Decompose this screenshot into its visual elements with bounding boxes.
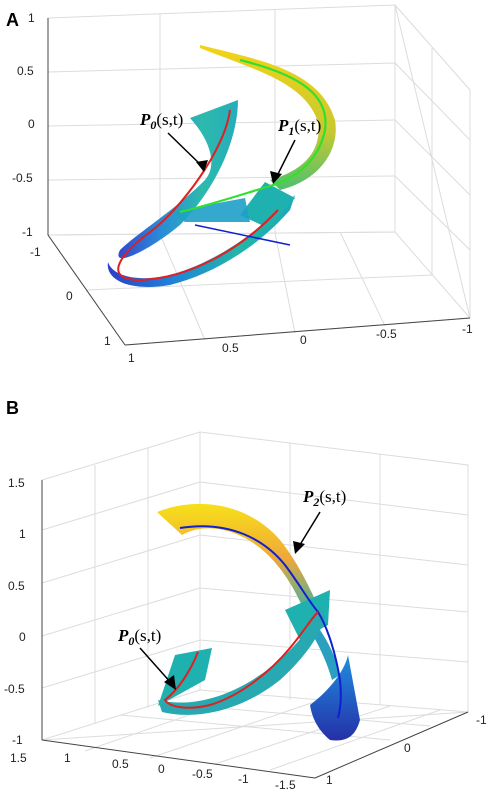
surface-mid-flap xyxy=(170,198,250,222)
panel-b: B xyxy=(4,398,487,792)
panel-a-surfaces xyxy=(107,45,336,288)
z-tick: -0.5 xyxy=(12,171,33,185)
y-tick: -1 xyxy=(30,245,41,259)
panel-a: A 1 0.5 xyxy=(6,4,473,365)
curve-p1 xyxy=(179,58,327,214)
curve-blue xyxy=(194,224,291,246)
x-tick: -1 xyxy=(462,322,473,336)
surface-p0-flap xyxy=(240,182,295,228)
z-tick: -1 xyxy=(12,733,23,747)
arrowhead xyxy=(270,171,282,184)
z-tick: 0.5 xyxy=(17,64,34,78)
x-tick: 0.5 xyxy=(222,341,239,355)
arrow xyxy=(139,647,173,685)
curve-p0 xyxy=(117,109,279,282)
curve-p2 xyxy=(179,525,342,719)
panel-b-axes xyxy=(41,480,469,779)
x-tick: 1.5 xyxy=(10,751,27,765)
panel-b-surfaces xyxy=(157,503,360,741)
panel-a-annotation-p1: P1(s,t) xyxy=(270,116,321,184)
y-tick: 1 xyxy=(104,334,111,348)
svg-text:P0(s,t): P0(s,t) xyxy=(117,626,161,648)
z-tick: 0 xyxy=(28,117,35,131)
surface-p2-bottom xyxy=(310,655,360,741)
x-tick: 0 xyxy=(300,333,307,347)
x-tick: 1 xyxy=(128,351,135,365)
surface-p0-top xyxy=(118,100,238,259)
panel-b-annotation-p0: P0(s,t) xyxy=(117,626,176,690)
z-tick: 0.5 xyxy=(8,579,25,593)
y-tick: 1 xyxy=(326,773,333,787)
x-tick: 1 xyxy=(64,751,71,765)
z-tick: 1 xyxy=(28,11,35,25)
surface-p2-upper xyxy=(157,503,318,612)
x-tick: -0.5 xyxy=(376,327,397,341)
surface-p0-ribbon xyxy=(158,605,325,715)
surface-p1-upper xyxy=(200,45,336,190)
x-tick: 0.5 xyxy=(112,757,129,771)
y-tick: 0 xyxy=(404,741,411,755)
arrowhead xyxy=(293,541,305,554)
x-tick: -1 xyxy=(238,772,249,786)
y-tick: -1 xyxy=(476,713,487,727)
arrowhead xyxy=(196,160,208,172)
y-tick: 0 xyxy=(66,289,73,303)
panel-a-grid xyxy=(47,4,472,346)
z-tick: 0 xyxy=(19,630,26,644)
arrow xyxy=(297,511,321,549)
panel-b-grid xyxy=(41,431,469,771)
x-tick: -1.5 xyxy=(275,778,296,792)
x-tick: -0.5 xyxy=(192,767,213,781)
panel-label-a: A xyxy=(6,10,19,30)
z-tick: -0.5 xyxy=(4,682,25,696)
panel-a-annotation-p0: P0(s,t) xyxy=(139,110,208,172)
svg-text:P2(s,t): P2(s,t) xyxy=(302,487,346,509)
panel-label-b: B xyxy=(6,398,19,418)
arrowhead xyxy=(164,675,176,690)
z-tick: 1 xyxy=(19,527,26,541)
arrow xyxy=(275,139,296,179)
svg-text:P1(s,t): P1(s,t) xyxy=(277,116,321,138)
curve-p0 xyxy=(163,611,319,709)
panel-b-annotation-p2: P2(s,t) xyxy=(293,487,346,554)
z-tick: 1.5 xyxy=(8,476,25,490)
svg-text:P0(s,t): P0(s,t) xyxy=(139,110,183,132)
panel-a-axes xyxy=(47,18,471,346)
x-tick: 0 xyxy=(158,762,165,776)
z-tick: -1 xyxy=(22,225,33,239)
